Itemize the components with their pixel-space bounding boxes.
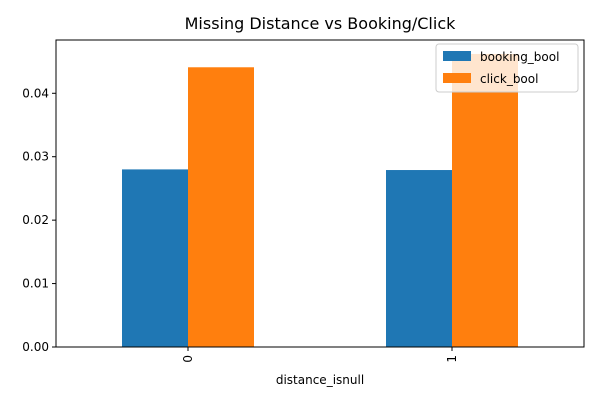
legend-label-booking_bool: booking_bool bbox=[480, 50, 559, 64]
bar-booking_bool-1 bbox=[386, 170, 452, 347]
x-axis-label: distance_isnull bbox=[276, 373, 364, 387]
legend-label-click_bool: click_bool bbox=[480, 72, 538, 86]
legend-box bbox=[435, 43, 579, 93]
legend: booking_bool click_bool bbox=[435, 43, 579, 93]
y-axis: 0.00 0.01 0.02 0.03 0.04 bbox=[22, 86, 56, 354]
x-tick-label-1: 1 bbox=[445, 355, 459, 363]
y-tick-label-2: 0.02 bbox=[22, 213, 49, 227]
chart-title: Missing Distance vs Booking/Click bbox=[185, 14, 457, 33]
bar-booking_bool-0 bbox=[122, 169, 188, 347]
y-tick-label-0: 0.00 bbox=[22, 340, 49, 354]
y-tick-label-4: 0.04 bbox=[22, 86, 49, 100]
legend-swatch-booking_bool bbox=[443, 51, 471, 61]
x-tick-label-0: 0 bbox=[181, 355, 195, 363]
plot-frame bbox=[55, 39, 585, 348]
legend-swatch-click_bool bbox=[443, 73, 471, 83]
bar-click_bool-1 bbox=[452, 53, 518, 348]
bars-layer bbox=[122, 53, 518, 348]
bar-click_bool-0 bbox=[188, 67, 254, 348]
y-tick-label-3: 0.03 bbox=[22, 150, 49, 164]
y-tick-label-1: 0.01 bbox=[22, 277, 49, 291]
